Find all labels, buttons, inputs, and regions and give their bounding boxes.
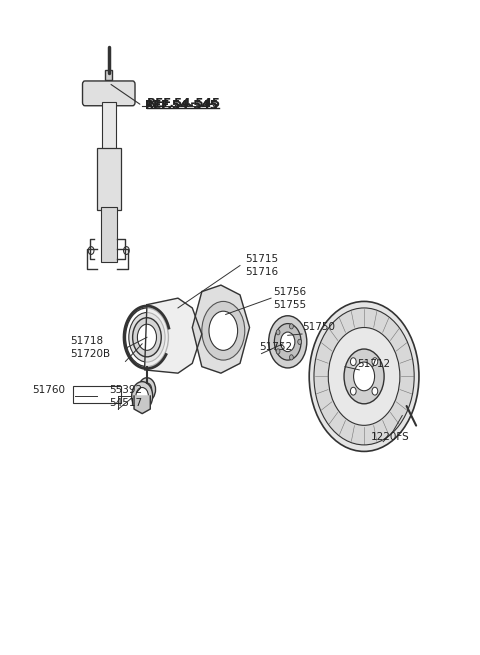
Circle shape <box>275 324 301 360</box>
Text: 51750: 51750 <box>302 322 335 332</box>
Text: 51712: 51712 <box>357 358 390 369</box>
Text: REF.54-545: REF.54-545 <box>147 98 221 110</box>
Text: 51760: 51760 <box>33 384 65 395</box>
Circle shape <box>354 362 374 391</box>
Circle shape <box>372 358 378 365</box>
Circle shape <box>344 349 384 404</box>
FancyBboxPatch shape <box>83 81 135 105</box>
Circle shape <box>209 311 238 350</box>
Bar <box>73 386 120 403</box>
Circle shape <box>350 358 356 365</box>
Circle shape <box>269 316 307 368</box>
Text: 51718: 51718 <box>71 336 104 346</box>
Circle shape <box>350 387 356 395</box>
Circle shape <box>88 247 94 254</box>
Text: 54517: 54517 <box>109 398 142 407</box>
Bar <box>97 148 120 210</box>
Circle shape <box>132 318 161 357</box>
Text: 51720B: 51720B <box>71 349 111 359</box>
Text: REF.54-545: REF.54-545 <box>144 100 219 112</box>
Polygon shape <box>192 285 250 373</box>
Text: 51755: 51755 <box>274 300 307 310</box>
Circle shape <box>298 339 301 345</box>
Circle shape <box>125 308 168 367</box>
Circle shape <box>202 301 245 360</box>
Circle shape <box>132 382 153 410</box>
Circle shape <box>289 355 293 360</box>
Circle shape <box>142 383 152 396</box>
Text: 51715: 51715 <box>245 254 278 264</box>
Bar <box>102 102 116 151</box>
Text: 51716: 51716 <box>245 267 278 277</box>
Bar <box>101 207 117 262</box>
Circle shape <box>276 349 280 354</box>
Circle shape <box>276 329 280 335</box>
Text: 55392: 55392 <box>109 384 142 395</box>
Circle shape <box>138 378 156 402</box>
Text: 51756: 51756 <box>274 287 307 297</box>
Text: REF.54-545: REF.54-545 <box>144 100 219 112</box>
Text: 51752: 51752 <box>259 342 292 352</box>
Polygon shape <box>144 298 202 373</box>
Circle shape <box>328 328 400 425</box>
Bar <box>106 70 112 80</box>
Text: 1220FS: 1220FS <box>371 432 410 441</box>
Circle shape <box>123 247 129 254</box>
Circle shape <box>137 324 156 350</box>
Circle shape <box>129 312 165 362</box>
Circle shape <box>309 301 419 451</box>
Circle shape <box>372 387 378 395</box>
Circle shape <box>136 388 148 404</box>
Circle shape <box>281 332 295 352</box>
Polygon shape <box>134 396 150 413</box>
Circle shape <box>314 308 414 445</box>
Circle shape <box>289 324 293 329</box>
